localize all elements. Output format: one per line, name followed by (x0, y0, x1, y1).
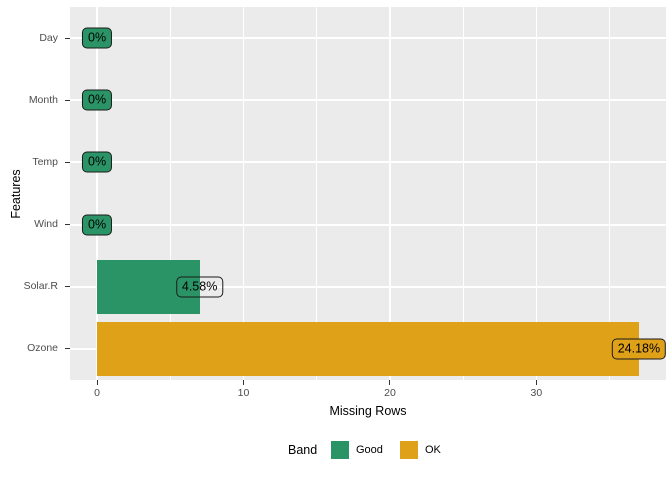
y-tick-label: Wind (34, 218, 58, 231)
x-tick-label: 20 (384, 387, 396, 399)
x-tick-mark (96, 380, 98, 385)
plot-panel (70, 7, 666, 380)
y-tick-label: Temp (32, 155, 58, 168)
y-tick-mark (65, 348, 70, 350)
grid-minor-vline (316, 7, 318, 380)
x-tick-mark (535, 380, 537, 385)
x-tick-mark (389, 380, 391, 385)
grid-minor-vline (609, 7, 611, 380)
x-tick-label: 10 (237, 387, 250, 399)
legend-title: Band (288, 443, 318, 457)
y-tick-label: Solar.R (23, 280, 58, 293)
legend-swatch-ok (400, 441, 418, 459)
y-tick-mark (65, 286, 70, 288)
y-tick-label: Month (28, 93, 58, 106)
grid-major-vline (96, 7, 98, 380)
x-tick-label: 0 (94, 387, 100, 399)
grid-major-vline (535, 7, 538, 380)
y-tick-mark (65, 99, 70, 101)
pct-label-solarr: 4.58% (175, 276, 224, 298)
grid-major-vline (242, 7, 245, 380)
legend-swatch-good (331, 441, 349, 459)
y-axis-title: Features (9, 168, 23, 219)
y-tick-mark (65, 224, 70, 226)
grid-major-vline (389, 7, 391, 380)
y-tick-label: Ozone (27, 342, 58, 355)
bar-ozone (97, 321, 639, 376)
grid-major-hline (70, 223, 666, 226)
bar-solarr (97, 259, 200, 314)
x-tick-mark (243, 380, 245, 385)
legend-label-good: Good (356, 444, 383, 456)
grid-minor-vline (462, 7, 464, 380)
grid-major-hline (70, 161, 666, 164)
pct-label-day: 0% (82, 27, 113, 49)
pct-label-temp: 0% (82, 151, 113, 173)
grid-major-hline (70, 37, 666, 40)
y-tick-label: Day (39, 31, 58, 44)
pct-label-month: 0% (82, 89, 113, 111)
grid-minor-vline (169, 7, 171, 380)
x-tick-label: 30 (530, 387, 543, 399)
x-axis-title: Missing Rows (329, 404, 407, 418)
grid-major-hline (70, 99, 666, 102)
grid-major-hline (70, 285, 666, 288)
y-tick-mark (65, 161, 70, 163)
pct-label-wind: 0% (82, 214, 113, 236)
pct-label-ozone: 24.18% (611, 338, 667, 360)
legend-label-ok: OK (425, 444, 441, 456)
y-tick-mark (65, 37, 70, 39)
